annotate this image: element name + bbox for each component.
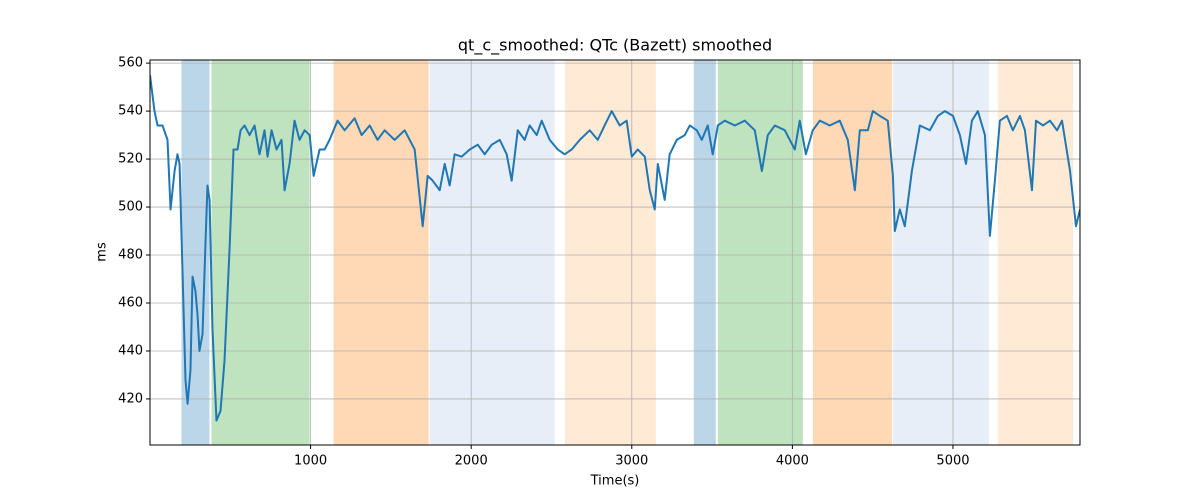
span <box>892 60 989 445</box>
x-tick-label: 4000 <box>776 454 809 469</box>
grid <box>150 60 1080 445</box>
y-axis-label: ms <box>95 242 110 262</box>
span <box>693 60 716 445</box>
y-tick-label: 560 <box>118 56 143 71</box>
y-tick-label: 540 <box>118 104 143 119</box>
ticks: 1000 2000 3000 4000 5000 420 440 460 480 500 520 54… <box>118 56 969 469</box>
spans <box>181 60 1074 445</box>
x-tick-label: 2000 <box>455 454 488 469</box>
chart-title: qt_c_smoothed: QTc (Bazett) smoothed <box>458 36 772 56</box>
y-tick-label: 440 <box>118 343 143 358</box>
span <box>211 60 310 445</box>
y-tick-label: 520 <box>118 152 143 167</box>
y-tick-label: 480 <box>118 248 143 263</box>
x-axis-label: Time(s) <box>590 474 640 489</box>
y-tick-label: 500 <box>118 200 143 215</box>
span <box>429 60 555 445</box>
span <box>812 60 892 445</box>
y-tick-label: 460 <box>118 295 143 310</box>
span <box>997 60 1074 445</box>
span <box>564 60 656 445</box>
y-tick-label: 420 <box>118 391 143 406</box>
data-line <box>150 74 1080 422</box>
lines <box>150 74 1080 422</box>
span <box>333 60 429 445</box>
x-tick-label: 3000 <box>615 454 648 469</box>
x-tick-label: 5000 <box>936 454 969 469</box>
span <box>717 60 803 445</box>
plot-frame <box>149 59 1081 446</box>
x-tick-label: 1000 <box>294 454 327 469</box>
